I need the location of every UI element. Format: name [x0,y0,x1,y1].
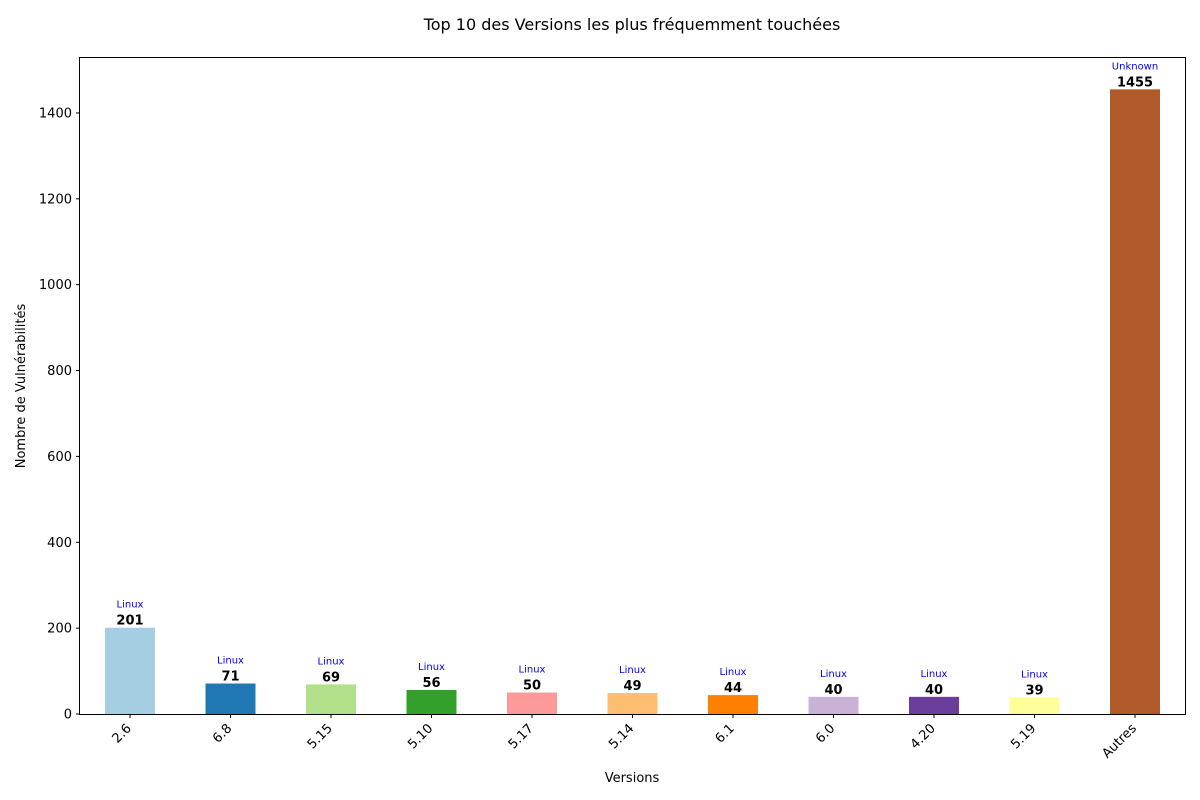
x-tick-label: Autres [1099,721,1140,762]
bar-6.0 [808,696,859,714]
x-tick-label: 6.8 [210,721,235,746]
bar-6.8 [205,683,256,714]
y-tick-label: 1400 [39,106,72,121]
x-axis: 2.6 6.8 5.15 5.10 5.17 5.14 6.1 6.0 4.20 5.19 Autr… [110,714,1140,762]
vendor-label: Linux [619,665,646,676]
y-tick-label: 1000 [39,278,72,293]
value-label: 1455 [1117,75,1153,90]
x-tick-label: 6.0 [813,721,838,746]
y-axis-label: Nombre de Vulnérabilités [14,304,29,469]
bar-5.14 [607,692,658,714]
bar-5.17 [507,692,557,714]
value-label: 40 [925,683,943,698]
bar-6.1 [708,695,758,714]
bars-group: 201 Linux 71 Linux 69 Linux 56 Linux 50 Linux 49 Li… [105,61,1160,714]
bar-5.10 [406,689,457,714]
value-label: 71 [221,670,239,685]
vendor-label: Linux [117,600,144,611]
plot-frame [79,57,1186,715]
x-tick-label: 6.1 [713,721,738,746]
chart-title: Top 10 des Versions les plus fréquemment… [423,15,841,34]
y-tick-label: 200 [47,622,72,637]
x-tick-label: 5.10 [405,721,436,752]
y-tick-label: 1200 [39,192,72,207]
value-label: 201 [116,614,143,629]
value-label: 50 [523,679,541,694]
x-tick-label: 5.15 [305,721,336,752]
vendor-label: Linux [720,667,747,678]
x-tick-label: 4.20 [908,721,939,752]
value-label: 49 [623,679,641,694]
bar-5.19 [1009,697,1060,714]
x-tick-label: 5.19 [1008,721,1039,752]
y-tick-label: 800 [47,364,72,379]
value-label: 44 [724,681,742,696]
value-label: 39 [1025,683,1043,698]
bar-4.20 [909,696,959,714]
vendor-label: Linux [1021,669,1048,680]
x-tick-label: 5.14 [606,721,637,752]
x-tick-label: 5.17 [506,721,537,752]
x-axis-label: Versions [605,771,660,786]
vendor-label: Linux [519,665,546,676]
vendor-label: Linux [318,656,345,667]
value-label: 56 [422,676,440,691]
vendor-label: Linux [217,656,244,667]
value-label: 69 [322,670,340,685]
bar-Autres [1110,89,1160,714]
y-tick-label: 600 [47,450,72,465]
bar-2.6 [105,627,155,714]
bar-5.15 [306,684,356,714]
vendor-label: Unknown [1112,61,1158,72]
vendor-label: Linux [921,669,948,680]
y-axis: 0 200 400 600 800 1000 1200 1400 [39,106,80,723]
value-label: 40 [824,683,842,698]
y-tick-label: 0 [64,708,72,723]
x-tick-label: 2.6 [110,721,135,746]
y-tick-label: 400 [47,536,72,551]
vendor-label: Linux [820,669,847,680]
vendor-label: Linux [418,662,445,673]
